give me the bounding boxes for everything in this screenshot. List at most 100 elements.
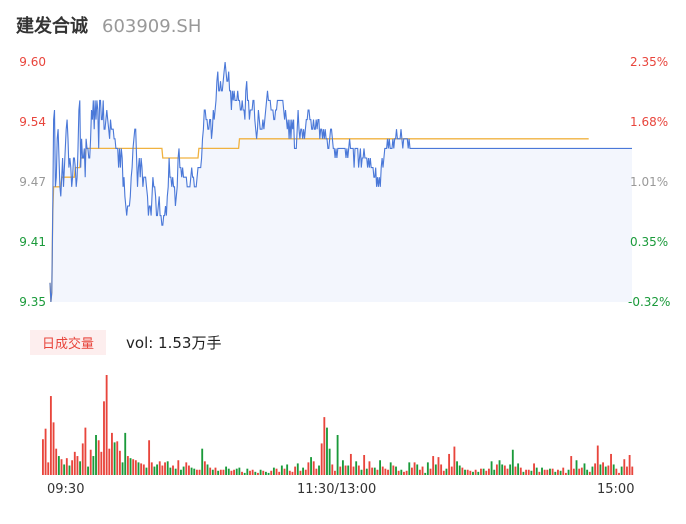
volume-bar	[57, 456, 60, 475]
volume-bar	[535, 467, 538, 475]
volume-bar	[612, 464, 615, 475]
volume-bar	[594, 463, 597, 475]
volume-bar	[230, 470, 233, 475]
volume-bar	[578, 468, 581, 475]
daily-volume-tab[interactable]: 日成交量	[30, 329, 107, 355]
pct-tick-label: -0.32%	[628, 295, 671, 309]
volume-bar	[267, 472, 270, 475]
pct-tick-label: 1.01%	[630, 175, 669, 189]
volume-bar	[60, 459, 63, 475]
volume-bar	[376, 469, 379, 475]
volume-bar	[89, 449, 92, 475]
volume-bar	[450, 466, 453, 475]
volume-bar	[474, 469, 477, 475]
volume-bar	[68, 465, 71, 475]
intraday-price-chart	[49, 61, 632, 303]
stock-name: 建发合诚	[16, 16, 88, 37]
volume-bar	[506, 468, 509, 475]
volume-bar	[304, 469, 307, 475]
volume-bar	[42, 439, 44, 475]
volume-bar	[514, 466, 517, 475]
volume-bar	[472, 471, 474, 475]
volume-bar	[254, 471, 257, 475]
volume-bar	[100, 451, 103, 475]
volume-summary: vol: 1.53万手	[126, 333, 222, 352]
price-line	[49, 61, 632, 303]
volume-bar	[217, 470, 220, 475]
volume-bar	[52, 422, 55, 475]
volume-bar	[238, 467, 241, 475]
volume-bar	[591, 466, 594, 475]
volume-bar	[302, 467, 305, 475]
volume-bar	[517, 463, 520, 475]
volume-bar	[235, 468, 238, 475]
volume-bar	[599, 464, 602, 475]
volume-bar	[280, 465, 283, 475]
volume-bar	[554, 471, 557, 475]
volume-bar	[246, 468, 249, 475]
volume-bar	[480, 468, 482, 475]
volume-bar	[341, 460, 344, 475]
volume-bar	[347, 465, 350, 475]
volume-bar	[134, 460, 137, 475]
volume-bar	[318, 465, 320, 475]
volume-bar	[501, 464, 504, 475]
volume-bar	[283, 468, 286, 475]
volume-bar	[180, 469, 182, 475]
volume-bar	[546, 469, 549, 475]
volume-bar	[121, 462, 124, 475]
volume-bar	[416, 464, 419, 475]
volume-bar	[286, 464, 289, 475]
stock-code: 603909.SH	[102, 16, 202, 37]
volume-bar	[195, 469, 198, 475]
volume-bar	[381, 466, 384, 475]
volume-bar	[618, 472, 620, 475]
volume-bar	[164, 462, 166, 475]
volume-bar	[55, 448, 58, 475]
x-tick-label: 11:30/13:00	[297, 482, 377, 497]
y-tick-label: 9.47	[19, 175, 46, 189]
volume-bar	[49, 396, 52, 475]
volume-bar	[411, 467, 413, 475]
volume-bar	[71, 460, 74, 475]
volume-bar	[241, 471, 243, 475]
volume-bar	[352, 466, 355, 475]
volume-bar	[339, 466, 342, 475]
volume-bar	[559, 470, 562, 475]
volume-bar	[331, 464, 334, 475]
volume-bar	[440, 464, 443, 475]
volume-header: 日成交量 vol: 1.53万手	[30, 329, 222, 355]
volume-bar	[288, 470, 291, 475]
volume-bar	[140, 463, 143, 475]
volume-bar	[177, 460, 180, 475]
x-tick-label: 15:00	[597, 482, 635, 497]
volume-bar	[477, 471, 480, 475]
volume-bar	[272, 467, 275, 475]
volume-bar	[44, 428, 47, 475]
volume-bar	[434, 464, 437, 475]
volume-bar	[116, 441, 119, 475]
volume-bar	[453, 446, 456, 475]
volume-bar	[126, 456, 129, 475]
volume-bar	[442, 470, 445, 475]
volume-bar	[596, 445, 599, 475]
volume-bar	[541, 467, 543, 475]
volume-bar	[403, 471, 405, 475]
volume-bar	[564, 472, 567, 475]
volume-bar	[604, 466, 607, 475]
volume-bar	[482, 468, 485, 475]
volume-bar	[259, 469, 262, 475]
volume-bar	[161, 465, 164, 475]
volume-bar	[323, 417, 326, 475]
volume-bar	[421, 466, 424, 475]
volume-bar	[111, 432, 113, 475]
volume-bar	[570, 456, 573, 475]
volume-bar	[368, 461, 371, 475]
volume-bar	[631, 466, 634, 475]
y-tick-label: 9.60	[19, 55, 46, 69]
volume-bar	[551, 468, 554, 475]
volume-bar	[219, 469, 222, 475]
volume-bar	[142, 464, 145, 475]
volume-bar	[538, 471, 541, 475]
volume-bar	[543, 469, 546, 475]
